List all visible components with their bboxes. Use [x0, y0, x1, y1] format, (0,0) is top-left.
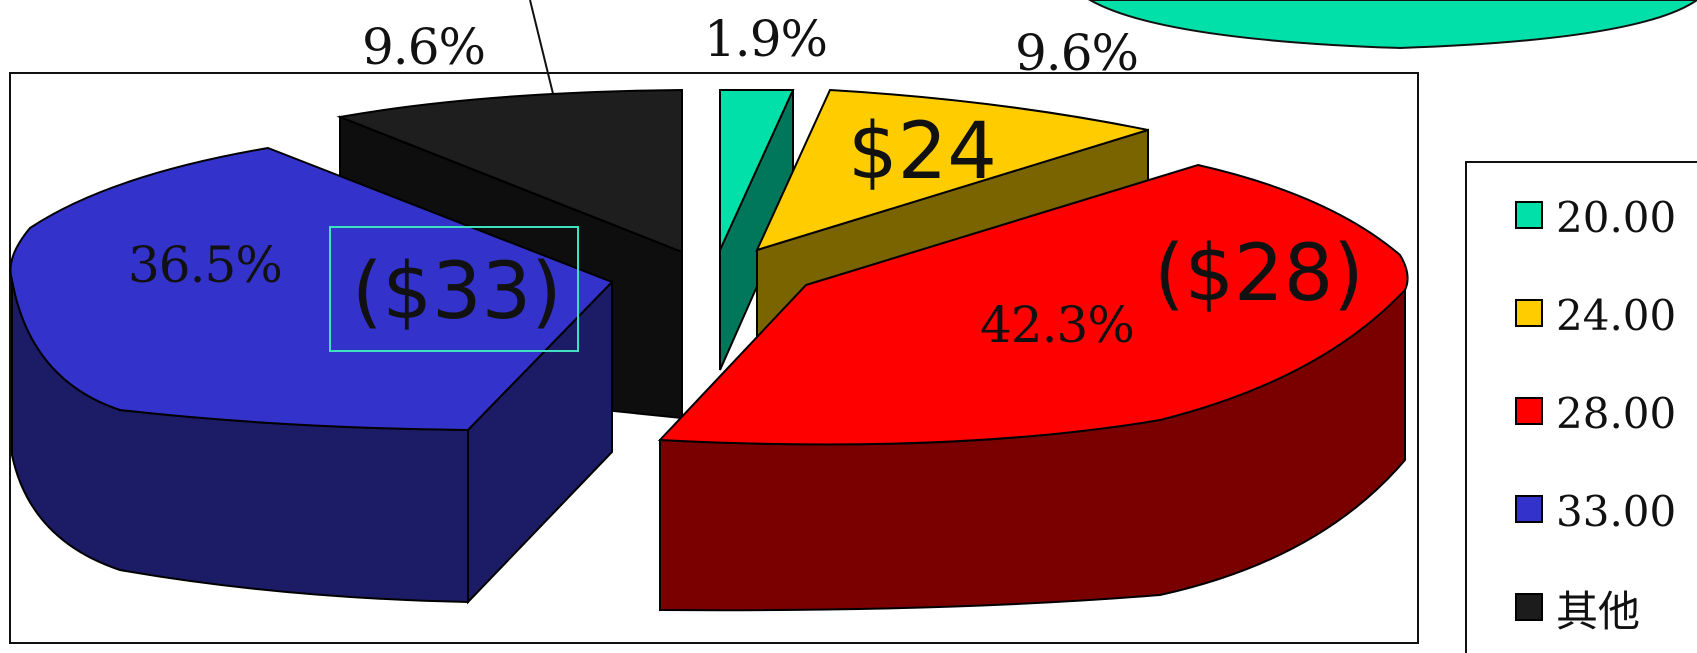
percent-label-20: 1.9%: [704, 10, 827, 68]
legend-label-33: 33.00: [1556, 487, 1676, 536]
legend-entry-other: 其他: [1515, 587, 1640, 636]
legend-box: [1465, 161, 1697, 653]
percent-label-33: 36.5%: [128, 236, 282, 294]
legend-entry-24: 24.00: [1515, 291, 1676, 340]
legend-swatch-24: [1515, 299, 1543, 327]
legend: 20.00 24.00 28.00 33.00 其他: [1515, 193, 1676, 636]
price-label-33-frame: [329, 226, 579, 352]
percent-label-28: 42.3%: [980, 296, 1134, 354]
price-label-24: $24: [848, 107, 997, 197]
price-label-28: ($28): [1154, 229, 1364, 319]
legend-swatch-33: [1515, 495, 1543, 523]
legend-label-28: 28.00: [1556, 389, 1676, 438]
legend-swatch-28: [1515, 397, 1543, 425]
price-label-33: ($33): [352, 247, 562, 337]
legend-entry-28: 28.00: [1515, 389, 1676, 438]
legend-swatch-other: [1515, 593, 1543, 621]
percent-label-other: 9.6%: [362, 18, 485, 76]
callout-bubble: [1087, 0, 1697, 50]
legend-swatch-20: [1515, 201, 1543, 229]
legend-label-20: 20.00: [1556, 193, 1676, 242]
legend-entry-33: 33.00: [1515, 487, 1676, 536]
legend-label-other: 其他: [1556, 587, 1640, 636]
plot-area: [9, 72, 1419, 644]
legend-entry-20: 20.00: [1515, 193, 1676, 242]
percent-label-24: 9.6%: [1015, 24, 1138, 82]
legend-label-24: 24.00: [1556, 291, 1676, 340]
price-labels: $24 ($28) ($33): [329, 107, 1364, 352]
percent-labels: 1.9% 9.6% 42.3% 36.5% 9.6%: [128, 10, 1139, 354]
pie-slice-33: [9, 146, 614, 605]
pie-slice-20: [719, 89, 795, 371]
pie-slice-28: [657, 163, 1409, 612]
